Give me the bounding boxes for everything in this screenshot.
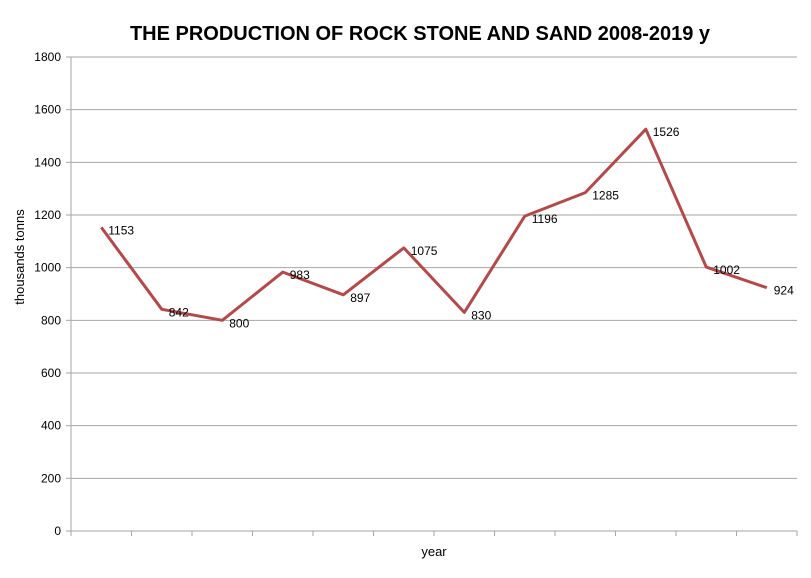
y-tick-label: 0 [54, 524, 61, 538]
y-tick-label: 1800 [34, 50, 61, 64]
data-label: 830 [471, 308, 491, 322]
series-line [100, 127, 768, 322]
grid [71, 56, 797, 532]
chart-title: THE PRODUCTION OF ROCK STONE AND SAND 20… [130, 23, 711, 45]
y-tick-label: 1000 [34, 261, 61, 275]
data-label: 1075 [411, 244, 438, 258]
y-tick-label: 200 [41, 471, 61, 485]
y-tick-label: 1600 [34, 103, 61, 117]
x-axis [70, 531, 798, 536]
data-label: 1153 [108, 223, 134, 237]
data-label: 897 [350, 291, 370, 305]
data-label: 1285 [592, 189, 619, 203]
data-label: 1196 [532, 212, 558, 226]
data-label: 983 [290, 268, 310, 282]
data-label: 1002 [713, 263, 740, 277]
y-tick-label: 400 [41, 419, 61, 433]
data-label: 1526 [653, 125, 680, 139]
y-tick-label: 600 [41, 366, 61, 380]
data-label: 800 [229, 316, 249, 330]
x-axis-label: year [421, 544, 447, 559]
data-label: 842 [169, 305, 189, 319]
y-tick-label: 800 [41, 313, 61, 327]
y-axis-label: thousands tonns [12, 209, 27, 305]
y-axis: 0 200 400 600 800 1000 1200 1400 1600 1800 [34, 50, 72, 538]
y-tick-label: 1400 [34, 155, 61, 169]
y-tick-label: 1200 [34, 208, 61, 222]
data-label: 924 [774, 284, 794, 298]
data-labels: 1153 842 800 983 897 1075 830 1196 1285 1526 1002 9… [108, 125, 794, 330]
